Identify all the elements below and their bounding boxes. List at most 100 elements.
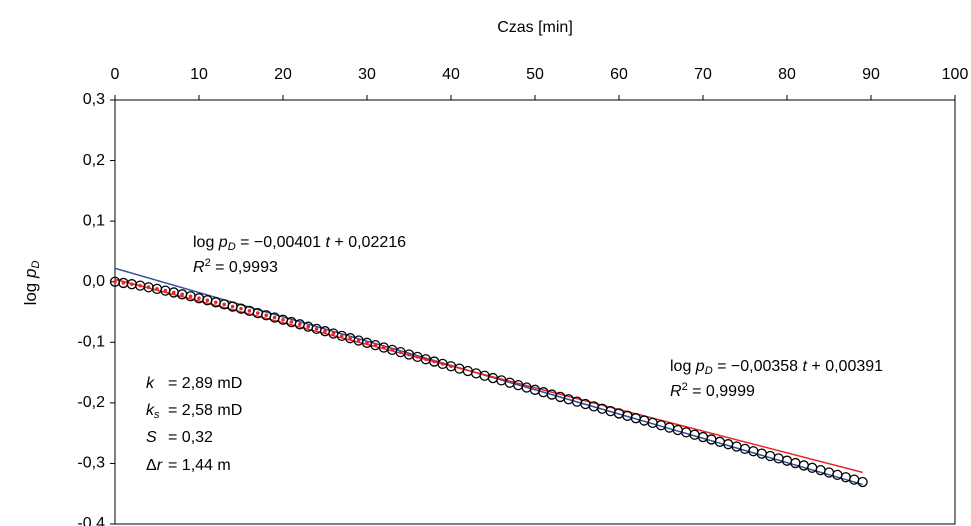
param-value: = 0,32 [168,429,213,446]
dot-marker [356,338,361,343]
dot-marker [247,309,252,313]
y-tick-label: 0,0 [83,273,105,290]
y-title-part: p [21,269,40,279]
dot-marker [289,320,294,324]
param-value: = 2,58 mD [168,402,242,419]
eq-part: 2 [205,257,211,269]
dot-marker [180,292,184,297]
x-tick-label: 30 [358,66,376,83]
param-symbol: S [146,429,157,446]
eq-part: = 0,9999 [688,383,755,400]
eq-part: + 0,02216 [330,234,406,251]
dot-marker [155,287,159,291]
dot-marker [407,352,411,357]
dot-marker [281,317,285,322]
eq-part: t [803,358,808,375]
dot-marker [138,283,142,288]
eq-part: = 0,9993 [211,259,278,276]
dot-marker [130,282,134,286]
dot-marker [432,359,437,364]
x-tick-label: 100 [942,66,969,83]
dot-marker [331,331,336,336]
eq-part: = −0,00401 [236,234,326,251]
param-symbol: s [154,409,160,421]
dot-marker [121,281,126,285]
eq-part: = −0,00358 [713,358,803,375]
param-symbol: Δ [146,457,157,474]
x-tick-label: 0 [111,66,120,83]
param: ks [146,402,160,421]
dot-marker [390,348,395,352]
dot-marker [264,313,269,318]
eq-part: p [218,234,228,251]
y-tick-label: -0,4 [77,515,105,526]
dot-marker [373,343,378,347]
eq-part: 2 [682,381,688,393]
y-tick-label: -0,3 [77,455,105,472]
eq-part: t [326,234,331,251]
dot-marker [239,306,243,311]
marker [765,450,776,462]
marker [840,472,851,483]
param-symbol: r [157,457,163,474]
eq-part: + 0,00391 [807,358,883,375]
dot-marker [205,298,210,303]
dot-marker [306,324,311,329]
r-squared: R2 = 0,9993 [193,257,278,276]
x-axis-title: Czas [min] [497,19,573,36]
eq-part: log [193,234,219,251]
dot-marker [172,290,176,295]
x-tick-label: 40 [442,66,460,83]
x-tick-label: 90 [862,66,880,83]
dot-marker [113,279,117,284]
dot-marker [163,288,168,293]
eq-part: log [670,358,696,375]
marker [832,469,843,481]
plot [109,267,868,488]
y-tick-label: -0,2 [77,394,105,411]
dot-marker [415,355,420,359]
y-title-part: log [21,278,40,305]
marker [823,467,835,478]
y-tick-label: -0,1 [77,334,105,351]
dot-marker [197,296,201,300]
dot-marker [298,322,302,327]
dot-marker [272,315,277,320]
x-tick-label: 10 [190,66,208,83]
y-tick-label: 0,3 [83,91,105,108]
eq-part: D [228,241,236,253]
marker [815,465,826,476]
y-tick-label: 0,2 [83,152,105,169]
param: S [146,429,157,446]
dot-marker [314,327,319,331]
marker [773,453,784,464]
dot-marker [440,362,445,366]
r-squared: R2 = 0,9999 [670,381,755,400]
dot-marker [365,341,369,345]
dot-marker [146,285,151,290]
param-value: = 2,89 mD [168,375,242,392]
y-axis-title: log pD [21,261,41,306]
marker [781,455,793,466]
marker [798,460,809,471]
eq-part: D [705,365,713,377]
dot-marker [255,311,260,315]
dot-marker [424,357,428,362]
dot-marker [214,300,218,305]
y-title-part: D [30,261,42,269]
dot-marker [449,364,453,369]
marker [857,476,868,488]
eq-part: R [670,383,682,400]
x-tick-label: 70 [694,66,712,83]
param-value: = 1,44 m [168,457,231,474]
marker [790,457,801,469]
dot-marker [340,334,344,338]
param-symbol: k [146,375,155,392]
equation: log pD = −0,00401 t + 0,02216 [193,234,406,253]
x-tick-label: 80 [778,66,796,83]
dot-marker [230,304,235,309]
param: k [146,375,155,392]
param: Δr [146,457,163,474]
dot-marker [323,329,327,334]
